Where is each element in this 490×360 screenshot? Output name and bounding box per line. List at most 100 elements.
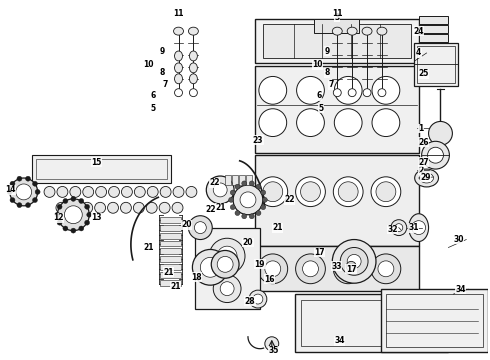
Bar	[160, 272, 180, 278]
Text: 20: 20	[181, 220, 192, 229]
Ellipse shape	[395, 224, 403, 231]
Ellipse shape	[377, 27, 387, 35]
Ellipse shape	[10, 181, 15, 186]
Ellipse shape	[249, 181, 254, 186]
Ellipse shape	[346, 261, 356, 271]
Text: 4: 4	[416, 49, 421, 58]
Ellipse shape	[391, 220, 407, 235]
Text: 12: 12	[53, 213, 64, 222]
Text: 31: 31	[409, 223, 419, 232]
Text: 11: 11	[173, 9, 184, 18]
Ellipse shape	[233, 185, 263, 215]
Ellipse shape	[190, 89, 197, 96]
Ellipse shape	[16, 184, 32, 200]
Bar	[225, 175, 231, 185]
Bar	[300, 300, 442, 346]
Text: 23: 23	[253, 136, 263, 145]
Ellipse shape	[371, 254, 401, 284]
Ellipse shape	[242, 214, 246, 219]
Ellipse shape	[265, 337, 279, 351]
Ellipse shape	[235, 211, 240, 216]
Bar	[160, 233, 180, 239]
Text: 32: 32	[388, 225, 398, 234]
Ellipse shape	[412, 221, 426, 235]
Text: 21: 21	[215, 203, 225, 212]
Ellipse shape	[17, 203, 22, 208]
Ellipse shape	[262, 197, 268, 202]
Ellipse shape	[332, 27, 342, 35]
Ellipse shape	[229, 197, 234, 202]
Text: 27: 27	[418, 158, 429, 167]
Ellipse shape	[69, 202, 80, 213]
Bar	[418, 16, 448, 24]
Ellipse shape	[17, 176, 22, 181]
Bar	[315, 19, 359, 33]
Ellipse shape	[70, 186, 81, 197]
Text: 28: 28	[245, 297, 255, 306]
Ellipse shape	[334, 109, 362, 136]
Bar	[416, 46, 455, 83]
Ellipse shape	[378, 89, 386, 96]
Text: 34: 34	[334, 336, 344, 345]
Ellipse shape	[213, 183, 227, 197]
Ellipse shape	[332, 239, 376, 283]
Text: 30: 30	[453, 235, 464, 244]
Ellipse shape	[376, 182, 396, 202]
Ellipse shape	[371, 177, 401, 207]
Ellipse shape	[419, 173, 434, 183]
Ellipse shape	[421, 141, 449, 169]
Text: 10: 10	[144, 60, 154, 69]
Bar	[294, 294, 448, 352]
Ellipse shape	[347, 27, 357, 35]
Ellipse shape	[378, 261, 394, 277]
Ellipse shape	[79, 198, 84, 203]
Bar	[232, 175, 238, 185]
Text: 13: 13	[91, 213, 101, 222]
Ellipse shape	[340, 247, 368, 275]
Ellipse shape	[87, 212, 92, 217]
Ellipse shape	[333, 89, 341, 96]
Ellipse shape	[295, 254, 325, 284]
Ellipse shape	[63, 198, 68, 203]
Ellipse shape	[71, 196, 76, 201]
Ellipse shape	[71, 228, 76, 233]
Ellipse shape	[230, 205, 235, 210]
Ellipse shape	[173, 186, 184, 197]
Ellipse shape	[55, 212, 60, 217]
Text: 3: 3	[335, 13, 340, 22]
Ellipse shape	[261, 205, 266, 210]
Ellipse shape	[10, 198, 15, 203]
Ellipse shape	[147, 202, 157, 213]
Text: 33: 33	[331, 262, 342, 271]
Ellipse shape	[258, 254, 288, 284]
Ellipse shape	[249, 290, 267, 308]
Text: 6: 6	[317, 91, 322, 100]
Ellipse shape	[333, 254, 363, 284]
Text: 17: 17	[314, 248, 325, 257]
Text: 21: 21	[144, 243, 154, 252]
Text: 10: 10	[312, 60, 323, 69]
Ellipse shape	[213, 275, 241, 302]
Ellipse shape	[211, 251, 239, 278]
Ellipse shape	[133, 202, 144, 213]
Ellipse shape	[217, 256, 233, 272]
Text: 9: 9	[160, 46, 165, 55]
Ellipse shape	[64, 206, 82, 224]
Bar	[418, 25, 448, 33]
Bar	[381, 289, 488, 352]
Ellipse shape	[147, 186, 158, 197]
Ellipse shape	[253, 294, 263, 304]
Ellipse shape	[174, 74, 182, 84]
Ellipse shape	[83, 186, 94, 197]
Ellipse shape	[195, 222, 206, 234]
Text: 2: 2	[418, 166, 423, 175]
Ellipse shape	[109, 186, 120, 197]
Ellipse shape	[334, 76, 362, 104]
Ellipse shape	[429, 121, 452, 145]
Ellipse shape	[85, 220, 90, 225]
Bar	[36, 159, 167, 179]
Ellipse shape	[362, 27, 372, 35]
Text: 35: 35	[269, 346, 279, 355]
Bar	[386, 294, 483, 347]
Text: 8: 8	[160, 68, 165, 77]
